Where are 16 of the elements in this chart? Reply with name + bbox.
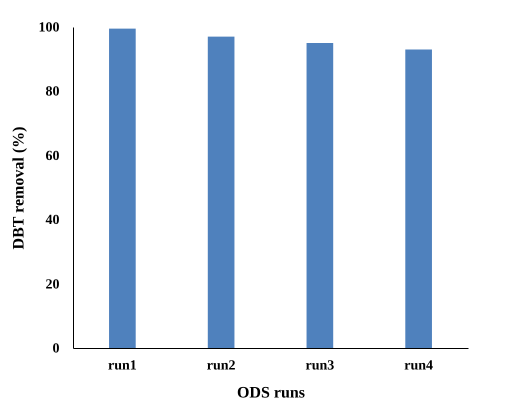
y-tick-label: 100 <box>38 20 60 36</box>
x-axis-title: ODS runs <box>236 384 306 402</box>
y-tick-label: 80 <box>46 84 60 100</box>
y-tick-label: 20 <box>46 277 60 292</box>
bar <box>405 49 432 348</box>
y-tick-label: 0 <box>52 342 60 356</box>
x-tick-label: run1 <box>108 358 137 374</box>
bar <box>306 43 334 348</box>
y-tick-label: 40 <box>46 213 60 228</box>
bar <box>109 28 136 348</box>
y-axis-title: DBT removal (%) <box>10 126 28 250</box>
y-tick-label: 60 <box>46 148 60 164</box>
x-tick-label: run4 <box>404 358 434 374</box>
x-tick-label: run3 <box>305 358 334 374</box>
x-tick-label: run2 <box>206 358 236 374</box>
bar <box>208 36 234 348</box>
